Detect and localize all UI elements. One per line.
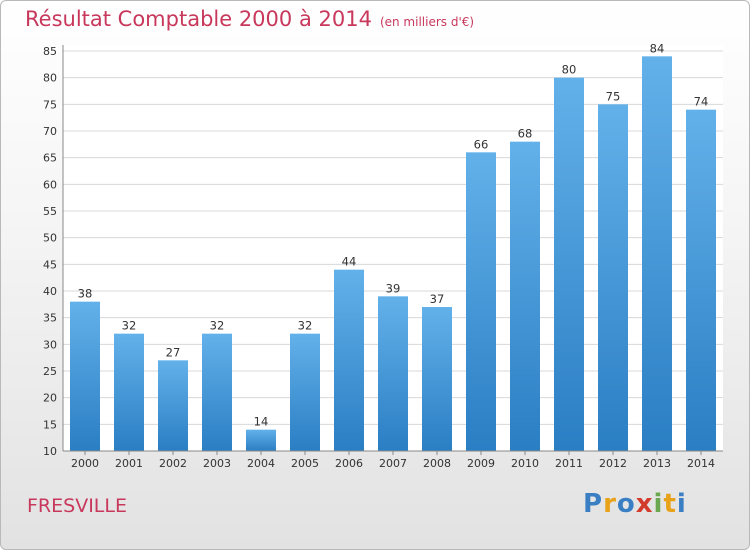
- x-tick-label: 2014: [687, 457, 715, 470]
- x-tick-label: 2000: [71, 457, 99, 470]
- y-tick-label: 60: [43, 178, 57, 191]
- x-tick-label: 2009: [467, 457, 495, 470]
- logo-letter: i: [676, 489, 687, 519]
- chart-subtitle: (en milliers d'€): [379, 15, 475, 29]
- bar: [554, 77, 584, 452]
- y-tick-label: 65: [43, 152, 57, 165]
- data-label: 14: [254, 415, 269, 429]
- y-tick-label: 50: [43, 232, 57, 245]
- data-label: 32: [122, 319, 137, 333]
- y-tick-label: 55: [43, 205, 57, 218]
- y-tick-label: 20: [43, 392, 57, 405]
- x-tick-label: 2007: [379, 457, 407, 470]
- bar: [378, 296, 408, 451]
- data-label: 75: [606, 89, 621, 103]
- proxiti-logo[interactable]: Proxiti: [583, 489, 687, 519]
- commune-name: FRESVILLE: [27, 495, 127, 517]
- data-label: 44: [342, 255, 357, 269]
- bars-group: 38 32 27 32 14 32 44 39 37 66 68 80 75 84 74: [70, 41, 716, 452]
- logo-letter: x: [635, 489, 654, 519]
- data-label: 27: [166, 345, 181, 359]
- data-label: 84: [650, 41, 665, 55]
- x-tick-label: 2008: [423, 457, 451, 470]
- bar: [70, 301, 100, 451]
- chart-title: Résultat Comptable 2000 à 2014: [25, 7, 372, 31]
- y-tick-label: 25: [43, 365, 57, 378]
- x-tick-label: 2011: [555, 457, 583, 470]
- bar: [642, 56, 672, 451]
- y-tick-label: 85: [43, 45, 57, 58]
- bar: [598, 104, 628, 451]
- data-label: 32: [298, 319, 313, 333]
- y-tick-label: 10: [43, 445, 57, 458]
- x-tick-label: 2006: [335, 457, 363, 470]
- y-tick-label: 80: [43, 72, 57, 85]
- logo-letter: P: [583, 489, 604, 519]
- bar: [114, 333, 144, 451]
- bar: [290, 333, 320, 451]
- data-label: 74: [694, 95, 709, 109]
- y-tick-label: 75: [43, 98, 57, 111]
- x-tick-label: 2004: [247, 457, 275, 470]
- bar: [246, 429, 276, 451]
- logo-letter: o: [616, 489, 636, 519]
- y-tick-label: 30: [43, 338, 57, 351]
- y-tick-label: 35: [43, 312, 57, 325]
- axes: 10 15 20 25 30 35 40 45 50 55 60 65 70 75 80 85 2000 2001…: [43, 45, 723, 470]
- bar: [510, 141, 540, 451]
- x-tick-label: 2013: [643, 457, 671, 470]
- x-tick-label: 2003: [203, 457, 231, 470]
- x-tick-label: 2002: [159, 457, 187, 470]
- y-tick-label: 15: [43, 418, 57, 431]
- data-label: 37: [430, 292, 445, 306]
- x-tick-label: 2012: [599, 457, 627, 470]
- data-label: 66: [474, 137, 489, 151]
- y-tick-label: 70: [43, 125, 57, 138]
- bar: [202, 333, 232, 451]
- x-tick-label: 2010: [511, 457, 539, 470]
- data-label: 32: [210, 319, 225, 333]
- bar: [158, 360, 188, 451]
- logo-letter: r: [603, 489, 617, 519]
- data-label: 80: [562, 63, 577, 77]
- bar: [466, 152, 496, 452]
- bar: [334, 269, 364, 451]
- x-tick-label: 2001: [115, 457, 143, 470]
- bar: [422, 307, 452, 451]
- data-label: 39: [386, 281, 401, 295]
- title-row: Résultat Comptable 2000 à 2014 (en millie…: [25, 7, 474, 31]
- y-tick-label: 45: [43, 258, 57, 271]
- data-label: 38: [78, 287, 93, 301]
- x-tick-label: 2005: [291, 457, 319, 470]
- y-tick-label: 40: [43, 285, 57, 298]
- bar: [686, 109, 716, 452]
- data-label: 68: [518, 127, 533, 141]
- logo-letter: t: [663, 489, 677, 519]
- logo-letter: i: [653, 489, 664, 519]
